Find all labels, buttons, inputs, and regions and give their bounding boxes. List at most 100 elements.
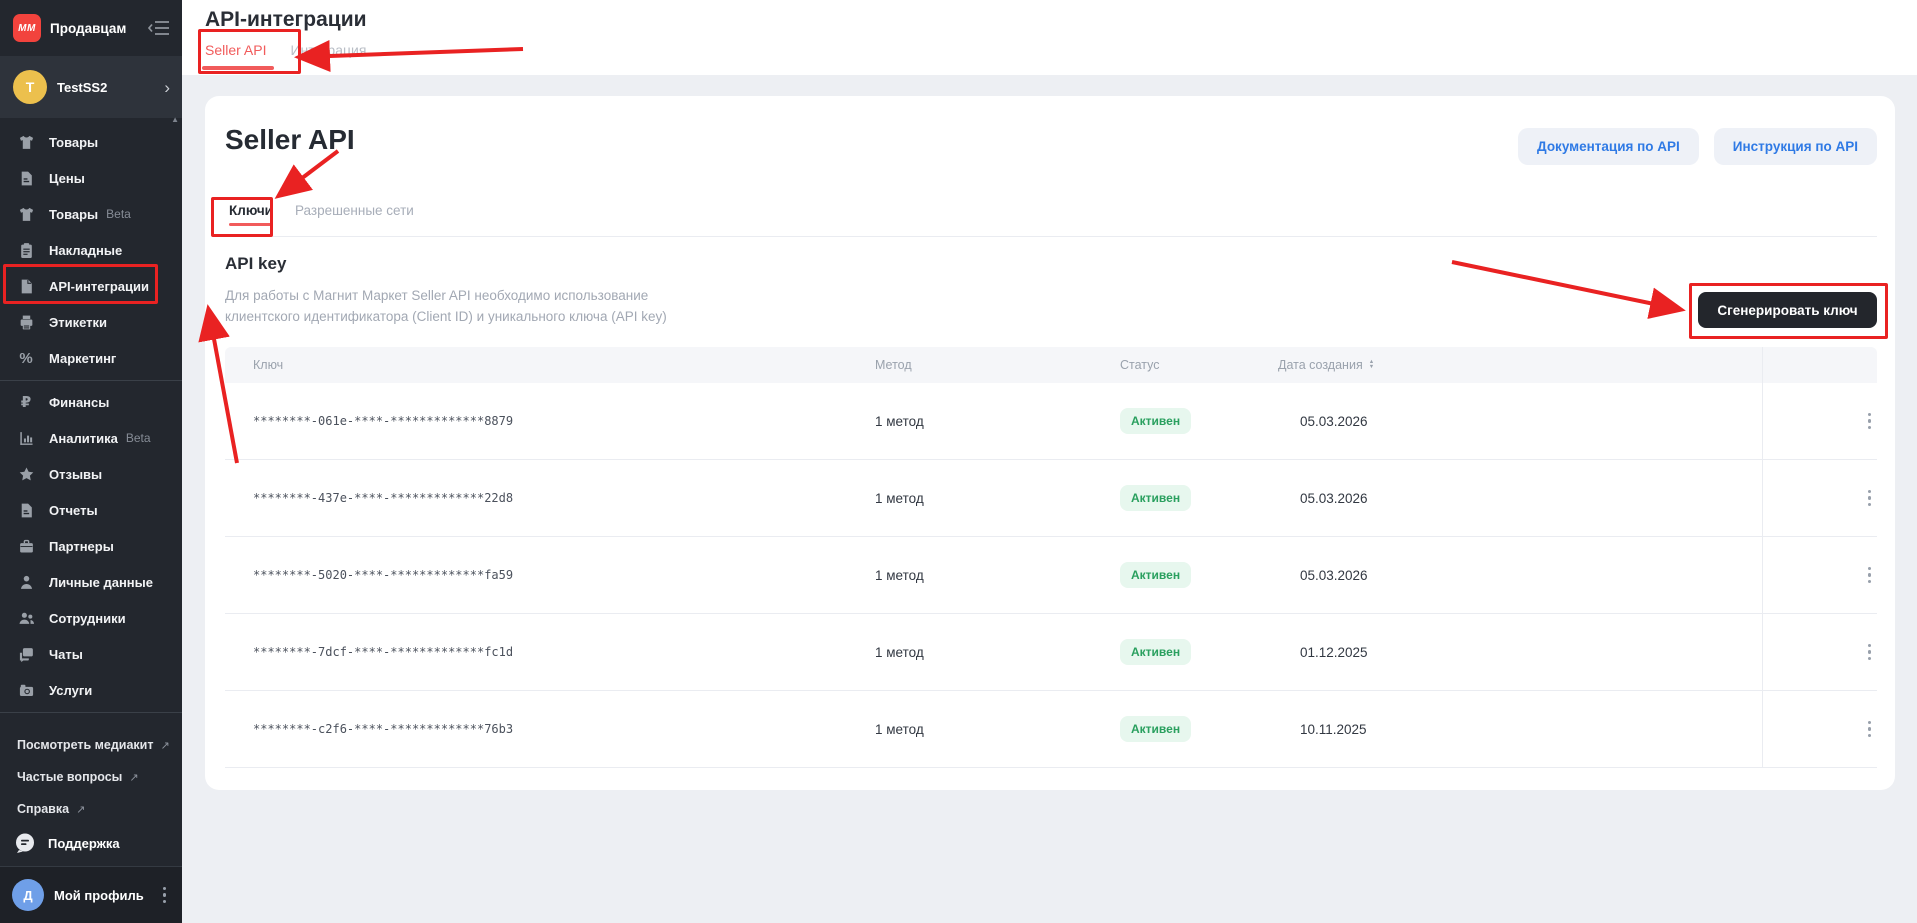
people-icon (17, 609, 35, 627)
table-row: ********-7dcf-****-*************fc1d 1 м… (225, 614, 1877, 691)
doc-icon (17, 277, 35, 295)
page-title: API-интеграции (205, 8, 367, 31)
sidebar-item-label: Маркетинг (49, 350, 117, 366)
collapse-sidebar-icon[interactable] (147, 20, 170, 36)
api-docs-button[interactable]: Документация по API (1518, 128, 1699, 165)
sidebar-item-label: Аналитика (49, 430, 118, 446)
sidebar-item-label: Сотрудники (49, 610, 126, 626)
seller-api-card: Seller API Документация по API Инструкци… (205, 96, 1895, 790)
percent-icon: % (19, 349, 33, 367)
method-cell: 1 метод (875, 721, 924, 737)
sidebar-item-api-integracii[interactable]: API-интеграции (0, 268, 182, 304)
top-tabs: Seller API Интеграция (201, 42, 367, 70)
beta-badge: Beta (106, 207, 131, 221)
table-row: ********-437e-****-*************22d8 1 м… (225, 460, 1877, 537)
tab-allowed-networks[interactable]: Разрешенные сети (294, 203, 414, 218)
api-key-cell: ********-437e-****-*************22d8 (253, 491, 514, 505)
sidebar-item-uslugi[interactable]: Услуги (0, 672, 182, 708)
sidebar-item-analitika[interactable]: Аналитика Beta (0, 420, 182, 456)
chevron-right-icon: › (164, 77, 170, 97)
sidebar-link-spravka[interactable]: Справка ↗ (17, 793, 182, 825)
sidebar-item-label: Отзывы (49, 466, 103, 482)
profile-kebab-menu-icon[interactable] (157, 883, 173, 908)
sidebar-item-label: Отчеты (49, 502, 98, 518)
sidebar-item-nakladnye[interactable]: Накладные (0, 232, 182, 268)
sidebar-item-marketing[interactable]: % Маркетинг (0, 340, 182, 376)
api-keys-table: Ключ Метод Статус Дата создания ▲ ▼ *****… (225, 347, 1877, 768)
sidebar-item-label: Этикетки (49, 314, 108, 330)
sidebar-link-faq[interactable]: Частые вопросы ↗ (17, 761, 182, 793)
status-badge: Активен (1120, 408, 1192, 434)
status-badge: Активен (1120, 716, 1192, 742)
table-header: Ключ Метод Статус Дата создания ▲ ▼ (225, 347, 1877, 383)
card-tabs: Ключи Разрешенные сети (229, 203, 414, 232)
sidebar-item-ceny[interactable]: Цены (0, 160, 182, 196)
sort-icon[interactable]: ▲ ▼ (1368, 359, 1375, 370)
api-key-cell: ********-c2f6-****-*************76b3 (253, 722, 514, 736)
sidebar-item-lichnye-dannye[interactable]: Личные данные (0, 564, 182, 600)
sidebar-item-etiketki[interactable]: Этикетки (0, 304, 182, 340)
sidebar-item-chaty[interactable]: Чаты (0, 636, 182, 672)
sidebar-item-otzyvy[interactable]: Отзывы (0, 456, 182, 492)
external-link-icon: ↗ (160, 739, 170, 752)
api-key-cell: ********-061e-****-*************8879 (253, 414, 514, 428)
sidebar-item-label: Финансы (49, 394, 110, 410)
sidebar-item-finansy[interactable]: ₽ Финансы (0, 384, 182, 420)
account-avatar: T (13, 70, 47, 104)
support-label: Поддержка (48, 835, 120, 851)
section-description: Для работы с Магнит Маркет Seller API не… (225, 288, 667, 324)
sidebar-menu: ▲ Товары Цены Товары Beta Накладные API-… (0, 115, 182, 708)
sidebar-link-label: Справка (17, 802, 70, 816)
generate-key-button[interactable]: Сгенерировать ключ (1698, 292, 1877, 328)
beta-badge: Beta (125, 431, 151, 445)
sidebar-item-tovary-beta[interactable]: Товары Beta (0, 196, 182, 232)
status-badge: Активен (1120, 562, 1192, 588)
row-kebab-menu-icon[interactable] (1862, 640, 1878, 665)
brand-logo[interactable]: MM (13, 14, 41, 42)
profile-avatar: Д (12, 879, 44, 911)
card-actions: Документация по API Инструкция по API (1518, 128, 1877, 165)
row-kebab-menu-icon[interactable] (1862, 486, 1878, 511)
sidebar-item-label: Товары (49, 134, 99, 150)
sidebar: MM Продавцам T TestSS2 › ▲ Товары Цены Т… (0, 0, 182, 923)
tab-integraciya[interactable]: Интеграция (290, 42, 367, 58)
sidebar-item-label: Личные данные (49, 574, 153, 590)
tab-keys[interactable]: Ключи (229, 203, 273, 232)
method-cell: 1 метод (875, 490, 924, 506)
account-name: TestSS2 (57, 79, 108, 95)
sidebar-item-tovary[interactable]: Товары (0, 124, 182, 160)
sidebar-item-label: Товары (49, 206, 99, 222)
sidebar-item-partnery[interactable]: Партнеры (0, 528, 182, 564)
sidebar-item-label: Услуги (49, 682, 93, 698)
sidebar-item-otchety[interactable]: Отчеты (0, 492, 182, 528)
external-link-icon: ↗ (129, 771, 139, 784)
api-guide-button[interactable]: Инструкция по API (1713, 128, 1877, 165)
brand-name: Продавцам (50, 20, 127, 36)
row-kebab-menu-icon[interactable] (1862, 409, 1878, 434)
row-kebab-menu-icon[interactable] (1862, 717, 1878, 742)
table-row: ********-5020-****-*************fa59 1 м… (225, 537, 1877, 614)
date-cell: 05.03.2026 (1300, 413, 1368, 429)
sidebar-link-mediakit[interactable]: Посмотреть медиакит ↗ (17, 729, 182, 761)
row-kebab-menu-icon[interactable] (1862, 563, 1878, 588)
sidebar-item-sotrudniki[interactable]: Сотрудники (0, 600, 182, 636)
doc-lines-icon (17, 169, 35, 187)
clipboard-icon (17, 241, 35, 259)
scroll-up-icon[interactable]: ▲ (171, 115, 179, 124)
tshirt-icon (17, 133, 35, 151)
sidebar-link-label: Посмотреть медиакит (17, 738, 154, 752)
column-actions (1762, 347, 1877, 383)
sidebar-item-label: API-интеграции (49, 278, 150, 294)
sidebar-item-label: Партнеры (49, 538, 114, 554)
profile-row[interactable]: Д Мой профиль (0, 866, 182, 923)
sidebar-item-support[interactable]: Поддержка (0, 825, 182, 861)
top-header: API-интеграции Seller API Интеграция (182, 0, 1917, 75)
api-key-cell: ********-7dcf-****-*************fc1d (253, 645, 514, 659)
doc-lines-icon (17, 501, 35, 519)
sidebar-links: Посмотреть медиакит ↗ Частые вопросы ↗ С… (0, 716, 182, 825)
method-cell: 1 метод (875, 413, 924, 429)
tab-seller-api[interactable]: Seller API (201, 42, 276, 70)
status-badge: Активен (1120, 639, 1192, 665)
account-switcher[interactable]: T TestSS2 › (0, 56, 182, 118)
table-row: ********-061e-****-*************8879 1 м… (225, 383, 1877, 460)
